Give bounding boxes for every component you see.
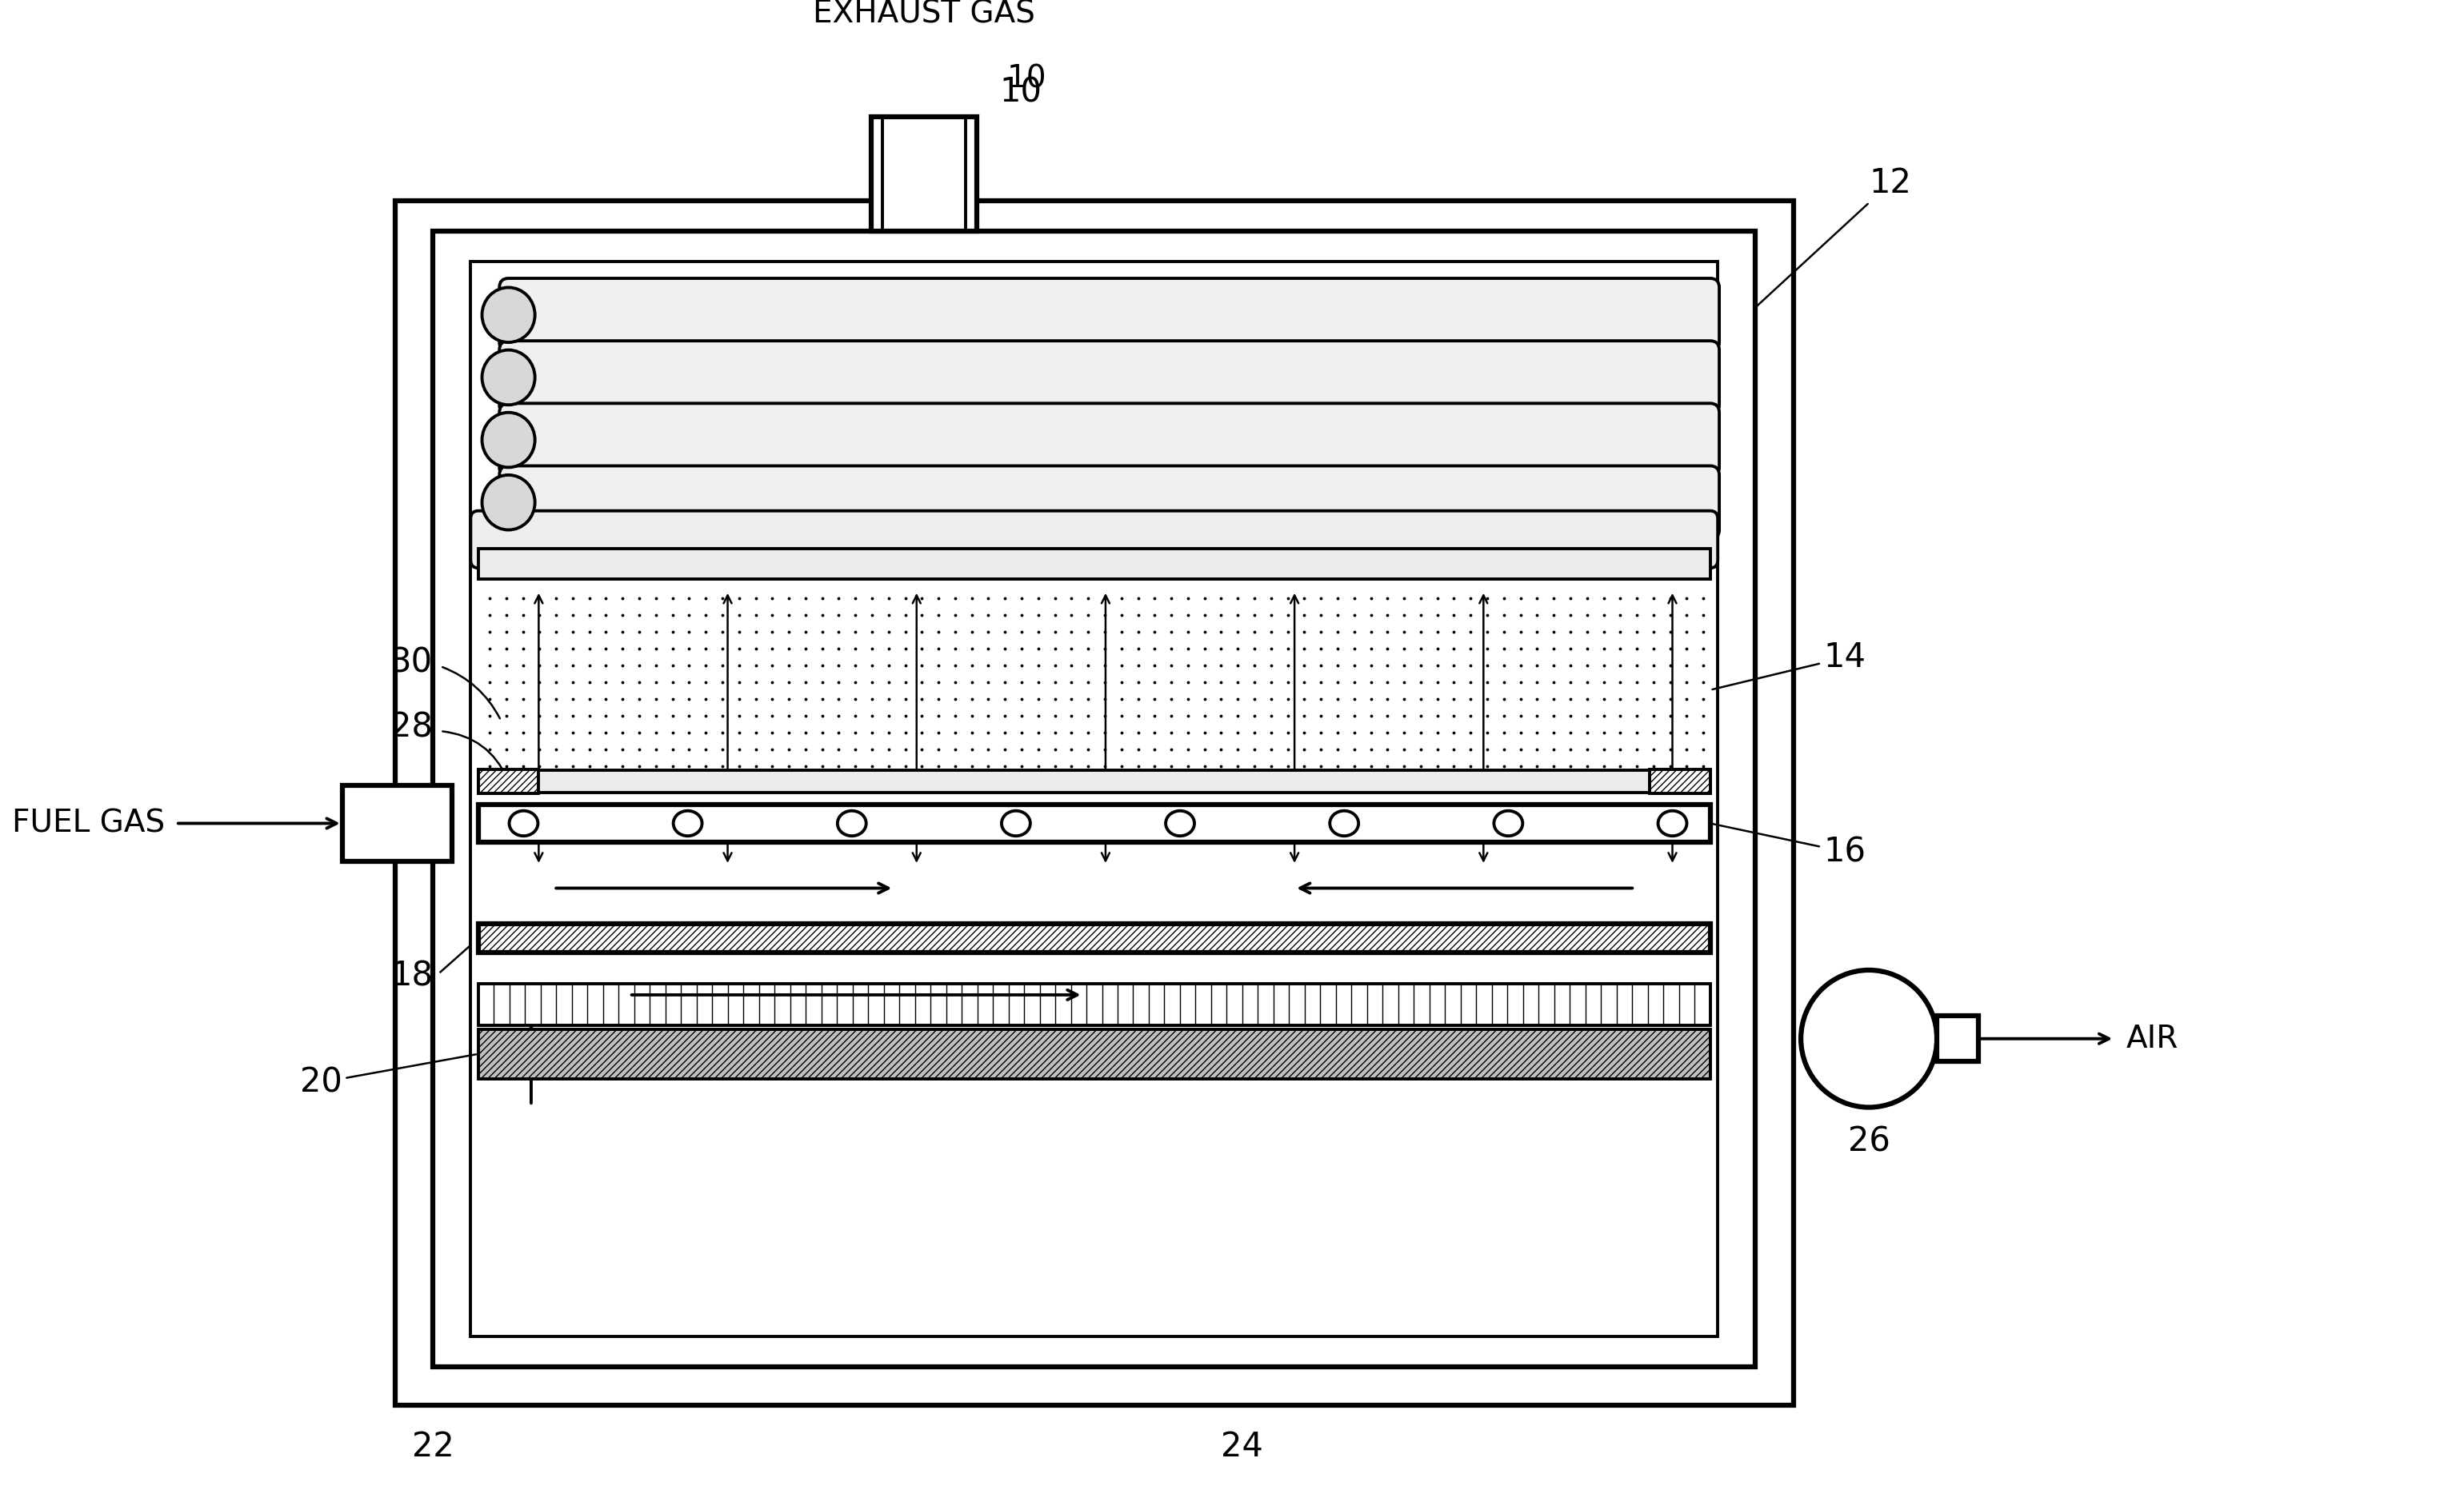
Text: 16: 16 xyxy=(1712,823,1865,868)
Text: 12: 12 xyxy=(1757,167,1912,306)
Ellipse shape xyxy=(483,287,535,342)
Text: 14: 14 xyxy=(1712,641,1865,689)
Text: EXHAUST GAS: EXHAUST GAS xyxy=(813,0,1035,29)
Ellipse shape xyxy=(838,811,867,837)
Bar xyxy=(478,1029,1710,1078)
Ellipse shape xyxy=(1165,811,1195,837)
FancyBboxPatch shape xyxy=(500,404,1720,476)
Ellipse shape xyxy=(1493,811,1523,837)
Bar xyxy=(478,771,1710,793)
Bar xyxy=(478,804,1710,843)
Text: 22: 22 xyxy=(411,1430,453,1463)
Text: 28: 28 xyxy=(389,710,434,743)
Bar xyxy=(478,984,1710,1026)
Bar xyxy=(394,201,1794,1404)
Text: 10: 10 xyxy=(1008,63,1047,93)
Bar xyxy=(478,924,1710,952)
Bar xyxy=(882,117,966,231)
FancyBboxPatch shape xyxy=(471,511,1717,568)
Text: 26: 26 xyxy=(1848,1125,1890,1158)
Bar xyxy=(434,231,1754,1367)
Ellipse shape xyxy=(483,350,535,406)
Ellipse shape xyxy=(1658,811,1688,837)
Text: 30: 30 xyxy=(389,646,434,679)
Bar xyxy=(872,117,978,231)
Text: FUEL GAS: FUEL GAS xyxy=(12,808,165,838)
Bar xyxy=(1651,769,1710,793)
Ellipse shape xyxy=(510,811,537,837)
Text: 20: 20 xyxy=(301,1054,476,1099)
Ellipse shape xyxy=(483,475,535,530)
Text: AIR: AIR xyxy=(2126,1023,2178,1054)
FancyBboxPatch shape xyxy=(500,466,1720,539)
Ellipse shape xyxy=(1801,970,1937,1107)
Bar xyxy=(342,786,451,862)
Text: 18: 18 xyxy=(389,958,434,993)
Ellipse shape xyxy=(483,413,535,467)
Text: 24: 24 xyxy=(1220,1430,1264,1463)
Bar xyxy=(478,548,1710,580)
Ellipse shape xyxy=(1000,811,1030,837)
Bar xyxy=(478,769,540,793)
FancyBboxPatch shape xyxy=(500,341,1720,415)
Bar xyxy=(471,261,1717,1337)
Ellipse shape xyxy=(673,811,702,837)
Ellipse shape xyxy=(1331,811,1358,837)
Text: 10: 10 xyxy=(1000,75,1042,110)
FancyBboxPatch shape xyxy=(500,278,1720,351)
Bar xyxy=(1937,1015,1979,1062)
